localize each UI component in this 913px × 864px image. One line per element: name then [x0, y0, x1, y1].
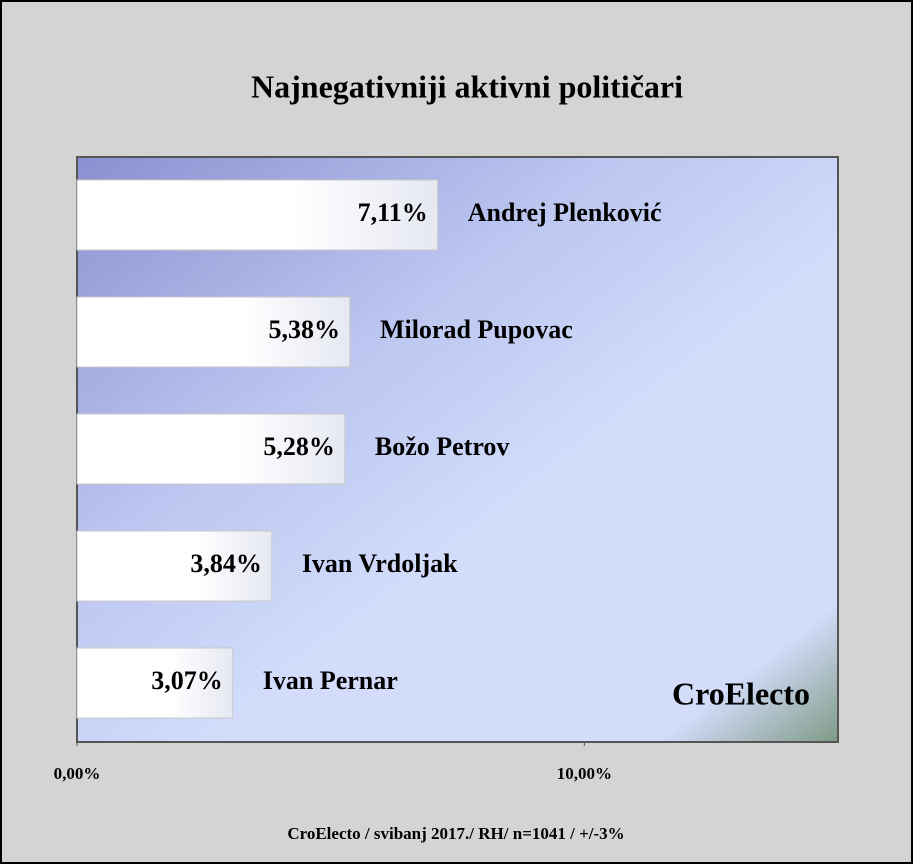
value-label: 3,07%	[151, 666, 223, 695]
x-tick-label: 0,00%	[54, 764, 101, 783]
category-label: Andrej Plenković	[468, 198, 662, 227]
category-label: Ivan Vrdoljak	[302, 549, 458, 578]
bar	[76, 647, 234, 719]
value-label: 5,28%	[263, 432, 335, 461]
x-tick-label: 10,00%	[557, 764, 612, 783]
bar	[76, 530, 273, 602]
value-label: 3,84%	[190, 549, 262, 578]
chart-title: Najnegativniji aktivni političari	[251, 68, 683, 104]
category-label: Milorad Pupovac	[380, 315, 573, 344]
bar	[76, 413, 346, 485]
value-label: 5,38%	[268, 315, 340, 344]
category-label: Ivan Pernar	[263, 666, 398, 695]
bar	[76, 179, 439, 251]
category-label: Božo Petrov	[375, 432, 510, 461]
source-note: CroElecto / svibanj 2017./ RH/ n=1041 / …	[287, 824, 624, 843]
value-label: 7,11%	[358, 198, 428, 227]
bar	[76, 296, 351, 368]
watermark: CroElecto	[672, 675, 810, 711]
